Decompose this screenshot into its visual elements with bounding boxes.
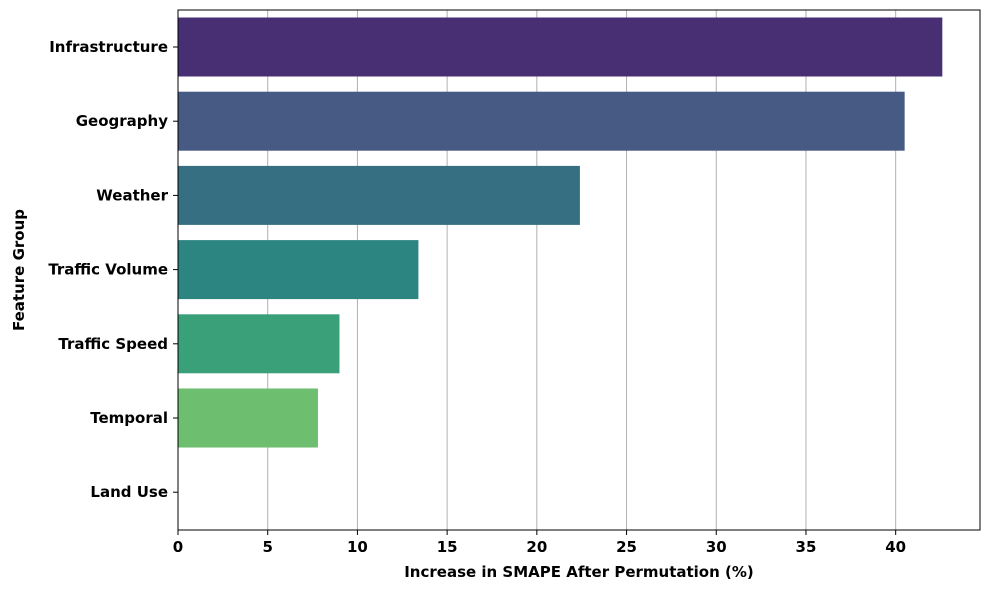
x-tick-label: 10 [347, 538, 368, 556]
x-tick-label: 15 [437, 538, 458, 556]
y-tick-label: Traffic Volume [48, 261, 168, 279]
y-tick-label: Infrastructure [49, 38, 168, 56]
y-tick-label: Land Use [90, 483, 168, 501]
x-axis-title: Increase in SMAPE After Permutation (%) [404, 563, 754, 581]
bar-weather [178, 165, 580, 225]
y-axis-title: Feature Group [10, 209, 28, 331]
bar-traffic-speed [178, 314, 340, 374]
x-tick-label: 25 [616, 538, 637, 556]
y-tick-label: Geography [76, 112, 168, 130]
x-tick-label: 5 [262, 538, 272, 556]
bar-traffic-volume [178, 240, 419, 300]
bar-temporal [178, 388, 318, 448]
x-tick-label: 20 [526, 538, 547, 556]
x-tick-label: 30 [706, 538, 727, 556]
x-axis-ticks: 0 5 10 15 20 25 30 35 40 [173, 530, 906, 556]
bar-infrastructure [178, 17, 943, 77]
y-tick-label: Traffic Speed [58, 335, 168, 353]
x-tick-label: 40 [885, 538, 906, 556]
bar-geography [178, 91, 905, 151]
bars [178, 17, 943, 448]
y-tick-label: Weather [96, 186, 168, 204]
y-tick-label: Temporal [90, 409, 168, 427]
x-tick-label: 35 [796, 538, 817, 556]
x-tick-label: 0 [173, 538, 183, 556]
y-axis-ticks: Infrastructure Geography Weather Traffic Vo… [48, 38, 178, 501]
